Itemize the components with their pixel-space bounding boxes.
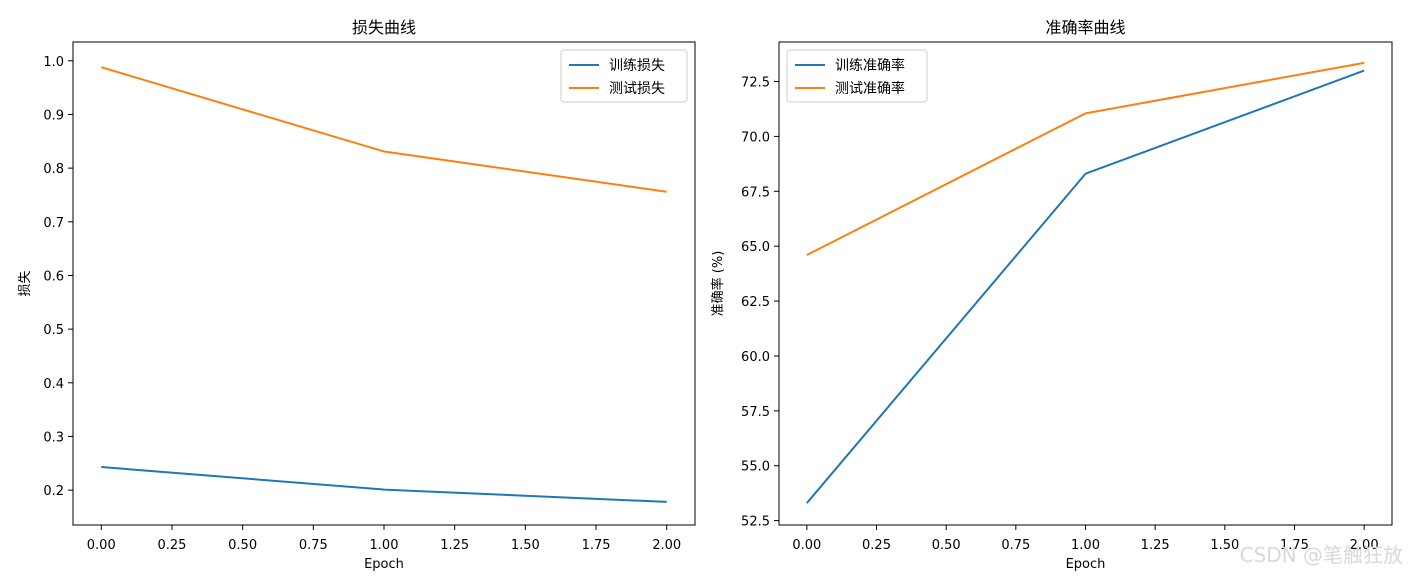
chart-1: 损失曲线 0.00 0.25 0.50 0.75 1.00 1.25 1.50 1.75 2.00… bbox=[18, 18, 696, 572]
y-tick-label: 0.6 bbox=[43, 269, 64, 284]
y-tick-label: 72.5 bbox=[741, 76, 770, 91]
y-tick-label: 0.3 bbox=[43, 430, 64, 445]
x-tick-label: 1.25 bbox=[440, 538, 469, 553]
x-tick-label: 1.75 bbox=[1280, 538, 1309, 553]
x-axis-label: Epoch bbox=[364, 557, 404, 572]
chart-title: 损失曲线 bbox=[352, 18, 416, 37]
chart-title: 准确率曲线 bbox=[1045, 18, 1125, 37]
legend-label: 训练准确率 bbox=[835, 57, 905, 74]
y-tick-label: 0.5 bbox=[43, 323, 64, 338]
y-tick-label: 1.0 bbox=[43, 55, 64, 70]
y-tick-label: 62.5 bbox=[741, 295, 770, 310]
y-tick-label: 60.0 bbox=[741, 350, 770, 365]
axes-frame bbox=[72, 41, 696, 526]
series-line-1 bbox=[101, 466, 667, 503]
y-axis-label: 损失 bbox=[18, 270, 33, 296]
x-tick-label: 0.75 bbox=[299, 538, 328, 553]
y-tick-label: 0.2 bbox=[43, 484, 64, 499]
legend-label: 测试准确率 bbox=[835, 80, 905, 97]
y-tick-label: 0.4 bbox=[43, 377, 64, 392]
series-line-2 bbox=[100, 66, 667, 193]
x-tick-label: 0.25 bbox=[862, 538, 891, 553]
y-tick-label: 57.5 bbox=[741, 405, 770, 420]
x-tick-label: 0.50 bbox=[228, 538, 257, 553]
x-tick-label: 1.50 bbox=[511, 538, 540, 553]
x-tick-label: 2.00 bbox=[1350, 538, 1379, 553]
y-tick-label: 52.5 bbox=[741, 515, 770, 530]
x-tick-label: 1.25 bbox=[1141, 538, 1170, 553]
x-tick-label: 2.00 bbox=[652, 538, 681, 553]
y-tick-label: 0.8 bbox=[43, 162, 64, 177]
legend-label: 测试损失 bbox=[609, 81, 665, 97]
y-tick-label: 55.0 bbox=[741, 460, 770, 475]
watermark: CSDN @笔触狂放 bbox=[1239, 543, 1403, 567]
x-tick-label: 1.00 bbox=[370, 538, 399, 553]
x-axis-label: Epoch bbox=[1066, 557, 1106, 572]
x-tick-label: 0.75 bbox=[1001, 538, 1030, 553]
x-tick-label: 0.50 bbox=[932, 538, 961, 553]
x-tick-label: 1.00 bbox=[1071, 538, 1100, 553]
y-axis-label: 准确率 (%) bbox=[710, 251, 726, 317]
y-tick-label: 65.0 bbox=[741, 240, 770, 255]
x-tick-label: 1.50 bbox=[1210, 538, 1239, 553]
y-tick-label: 70.0 bbox=[741, 130, 770, 145]
chart-2: 准确率曲线 0.00 0.25 0.50 0.75 1.00 1.25 1.50 1.75 2.0… bbox=[710, 18, 1393, 572]
y-tick-label: 0.9 bbox=[43, 108, 64, 123]
series-line-1 bbox=[806, 69, 1365, 504]
x-tick-label: 0.25 bbox=[157, 538, 186, 553]
x-tick-label: 0.00 bbox=[87, 538, 116, 553]
series-line-2 bbox=[806, 61, 1365, 256]
y-tick-label: 67.5 bbox=[741, 185, 770, 200]
legend-label: 训练损失 bbox=[609, 58, 665, 74]
x-tick-label: 0.00 bbox=[792, 538, 821, 553]
x-tick-label: 1.75 bbox=[582, 538, 611, 553]
y-tick-label: 0.7 bbox=[43, 216, 64, 231]
